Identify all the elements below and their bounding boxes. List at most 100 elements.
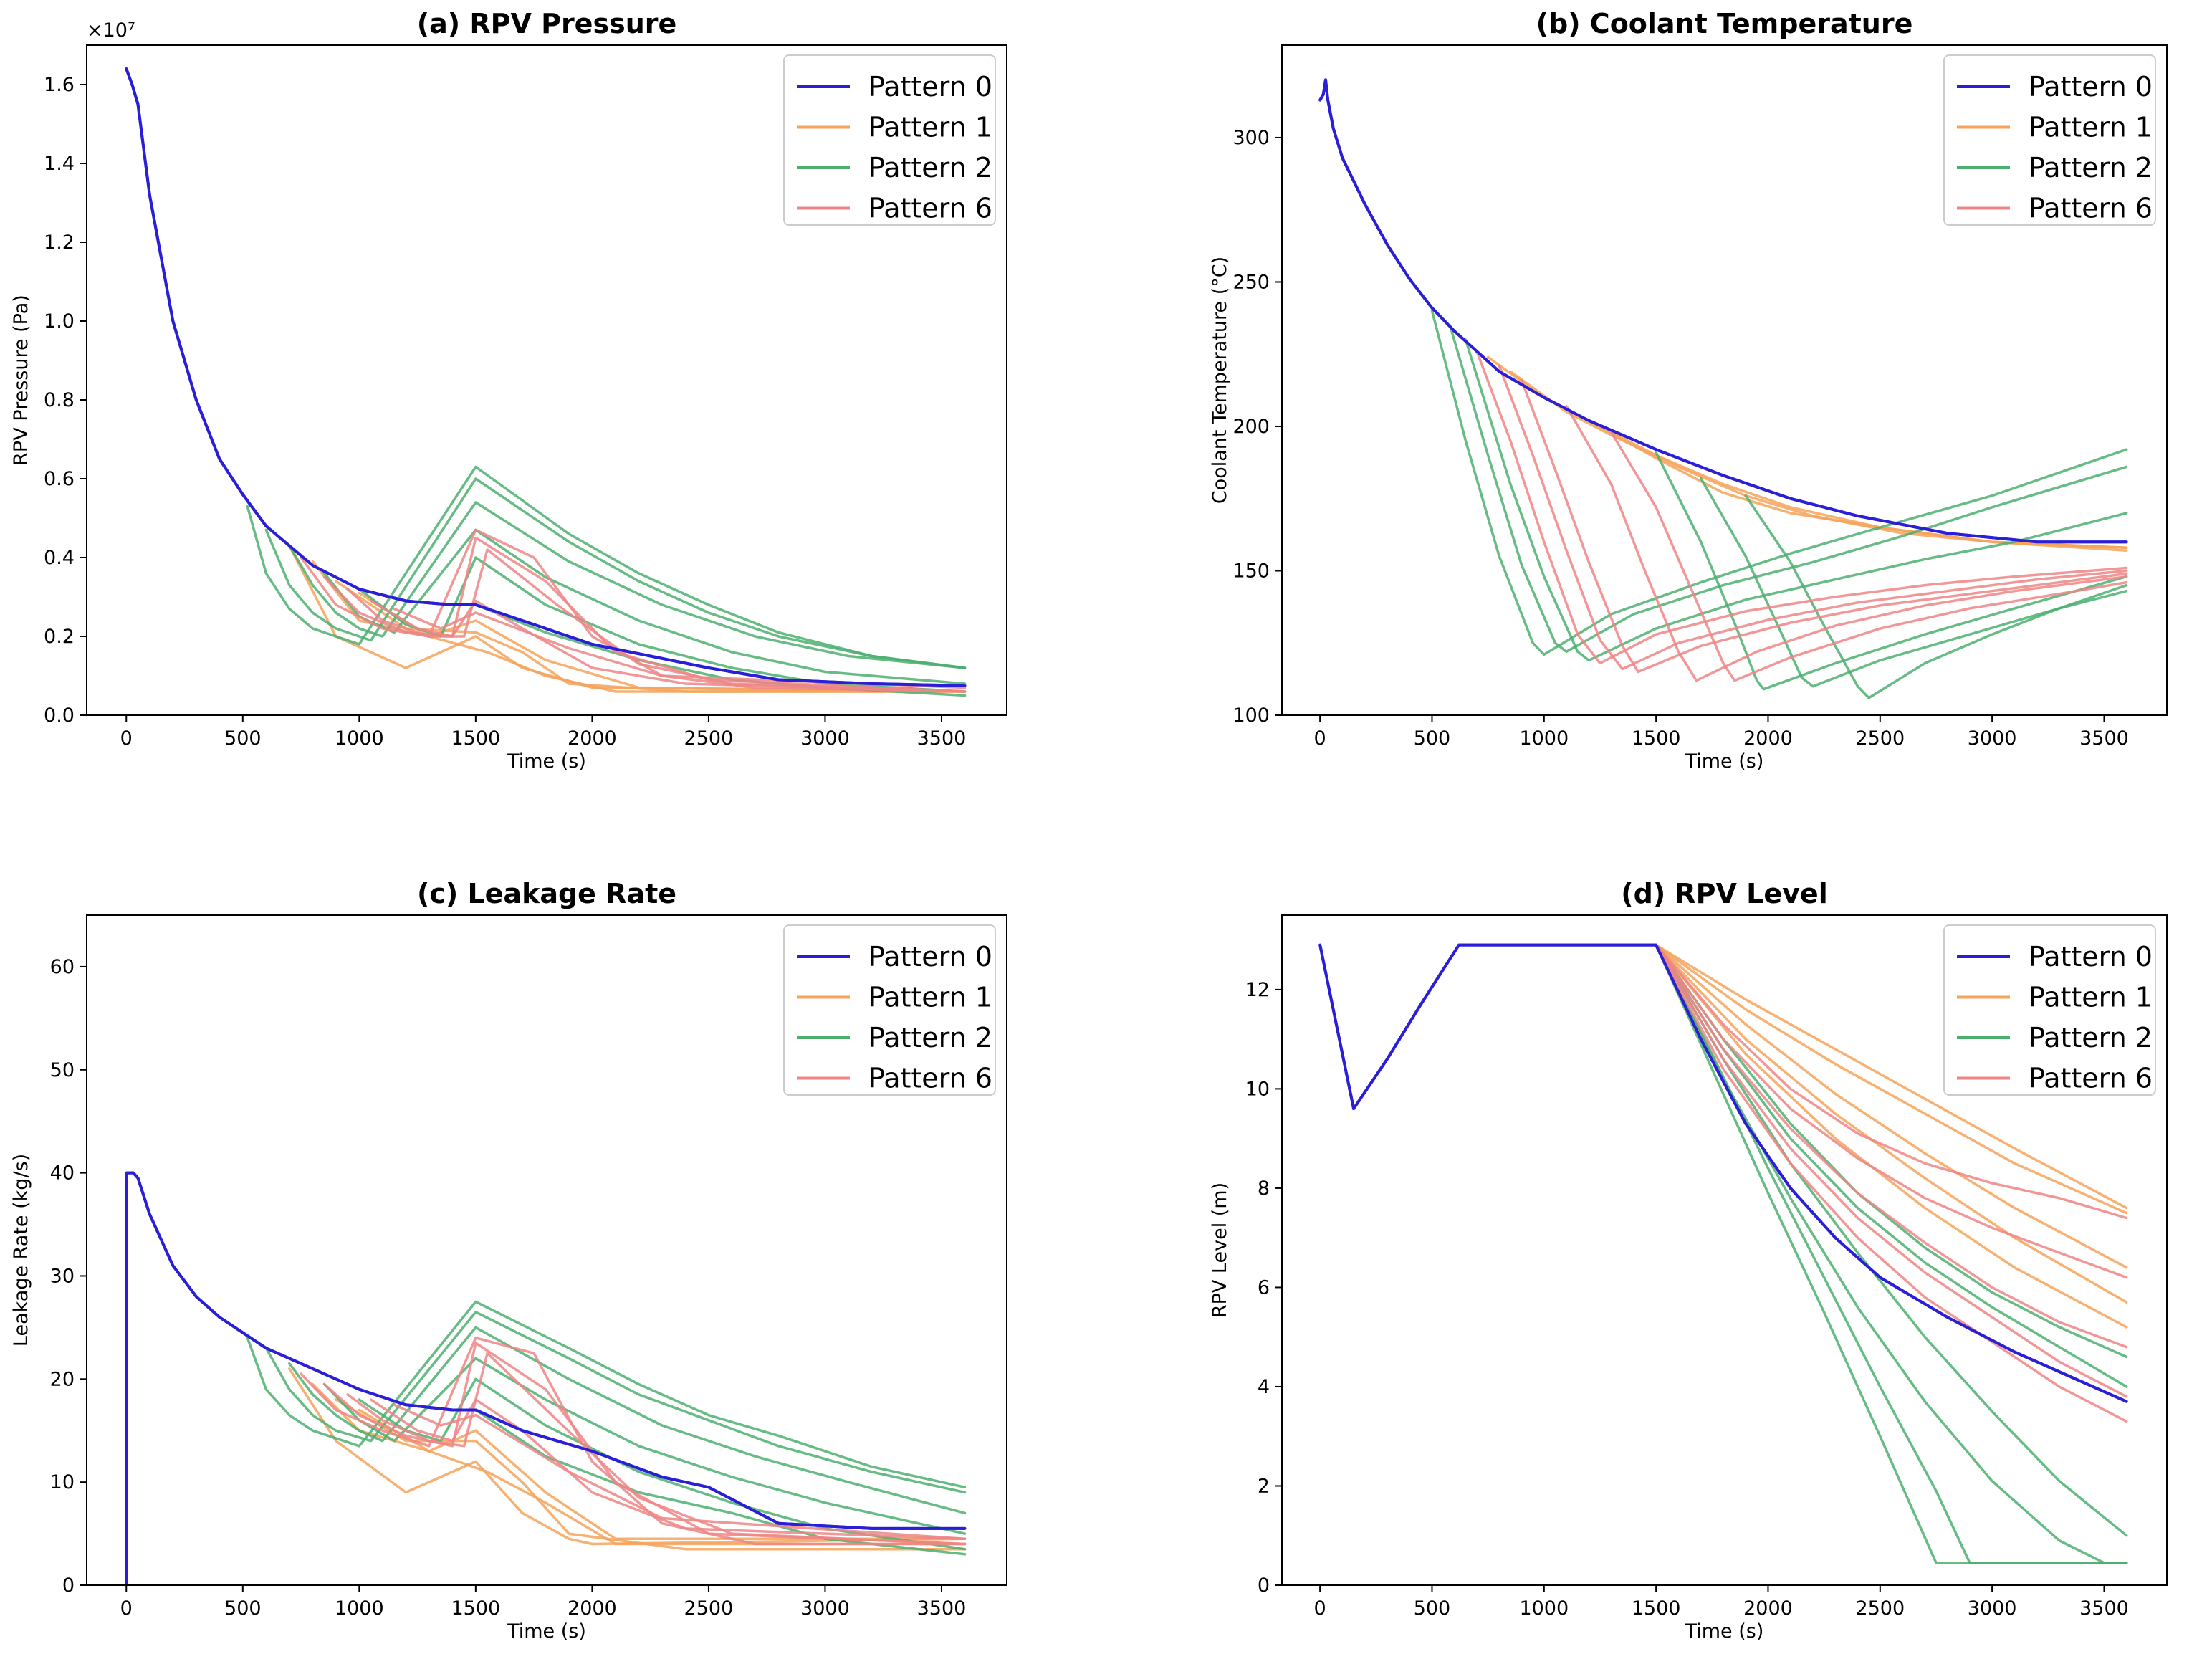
chart-panel-3: (d) RPV Level 0 500 1000 1500 2000 2500 3000 350…: [1209, 878, 2168, 1643]
series-line-pattern-1-3: [1655, 943, 2128, 1269]
x-tick-label: 2000: [568, 727, 617, 750]
legend-label-pattern-1: Pattern 1: [2029, 112, 2153, 143]
x-tick-label: 1000: [1519, 1597, 1569, 1620]
chart-panel-1: (b) Coolant Temperature 0 500 1000 1500 2000 2…: [1209, 8, 2168, 773]
series-line-pattern-6-14: [369, 1398, 967, 1541]
series-line-pattern-2-9: [358, 1377, 967, 1551]
series-line-pattern-1-3: [335, 1398, 967, 1551]
x-tick-label: 2000: [1743, 727, 1793, 750]
x-tick-label: 1000: [335, 727, 384, 750]
legend-label-pattern-2: Pattern 2: [2029, 152, 2153, 183]
series-line-pattern-2-7: [288, 501, 967, 669]
series-line-pattern-0-top: [125, 68, 965, 687]
legend-box: [1943, 54, 2156, 226]
y-tick-label: 1.4: [44, 153, 75, 175]
series-line-pattern-2-8: [1655, 943, 2128, 1564]
x-tick-label: 1500: [1632, 727, 1681, 750]
x-tick-label: 2500: [1855, 727, 1905, 750]
legend-label-pattern-2: Pattern 2: [2029, 1022, 2153, 1053]
y-tick-label: 2: [1258, 1475, 1270, 1497]
plot-frame: [86, 44, 1007, 716]
series-line-pattern-1-1: [288, 1367, 967, 1546]
x-tick-label: 0: [120, 1597, 133, 1620]
x-axis-label: Time (s): [1685, 1620, 1764, 1643]
series-line-pattern-6-14: [369, 599, 967, 693]
chart-title: (c) Leakage Rate: [417, 878, 676, 909]
series-line-pattern-2-6: [264, 1311, 967, 1494]
series-line-pattern-1-2: [1655, 943, 2128, 1215]
legend-label-pattern-0: Pattern 0: [868, 941, 992, 972]
series-line-pattern-6-13: [1655, 943, 2128, 1279]
series-line-pattern-0-top: [1318, 78, 2127, 544]
series-line-pattern-2-5: [1448, 324, 2128, 654]
y-tick-label: 0.6: [44, 468, 75, 490]
series-line-pattern-2-4: [1430, 310, 2128, 656]
legend-label-pattern-1: Pattern 1: [868, 112, 992, 143]
x-tick-label: 2000: [1743, 1597, 1793, 1620]
plot-frame: [86, 914, 1007, 1586]
x-axis-label: Time (s): [507, 750, 586, 773]
series-line-pattern-6-15: [393, 607, 967, 689]
y-tick-label: 0.0: [44, 704, 75, 727]
chart-title: (d) RPV Level: [1621, 878, 1827, 909]
series-line-pattern-0-top: [1318, 943, 2127, 1403]
y-tick-label: 10: [1245, 1078, 1270, 1100]
axis-offset-text: ×10⁷: [87, 19, 135, 42]
y-axis-label: RPV Pressure (Pa): [10, 295, 32, 466]
x-tick-label: 1000: [1519, 727, 1569, 750]
series-line-pattern-6-12: [1520, 378, 2128, 674]
y-axis-label: Coolant Temperature (°C): [1209, 257, 1231, 504]
series-group: [125, 1171, 967, 1585]
legend-label-pattern-1: Pattern 1: [2029, 982, 2153, 1013]
x-tick-label: 1500: [451, 1597, 500, 1620]
plot-frame: [1281, 914, 2168, 1586]
x-tick-label: 0: [1314, 1597, 1326, 1620]
legend-label-pattern-6: Pattern 6: [2029, 1063, 2153, 1094]
y-tick-label: 60: [50, 956, 75, 978]
legend: Pattern 0 Pattern 1 Pattern 2 Pattern 6: [783, 54, 996, 226]
x-axis-label: Time (s): [1685, 750, 1764, 773]
series-line-pattern-6-15: [393, 1403, 967, 1541]
legend-label-pattern-0: Pattern 0: [2029, 941, 2153, 972]
y-tick-label: 4: [1258, 1376, 1270, 1398]
legend-label-pattern-6: Pattern 6: [868, 1063, 992, 1094]
legend-label-pattern-6: Pattern 6: [2029, 193, 2153, 224]
y-tick-label: 6: [1258, 1276, 1270, 1299]
x-tick-label: 500: [1414, 727, 1451, 750]
y-tick-label: 10: [50, 1471, 75, 1493]
legend-label-pattern-0: Pattern 0: [868, 71, 992, 102]
series-line-pattern-2-8: [1699, 477, 2128, 688]
y-tick-label: 0.8: [44, 389, 75, 411]
series-line-pattern-6-16: [1655, 943, 2128, 1423]
series-line-pattern-6-14: [1655, 943, 2128, 1349]
x-tick-label: 2000: [568, 1597, 617, 1620]
legend: Pattern 0 Pattern 1 Pattern 2 Pattern 6: [1943, 54, 2156, 226]
series-group: [1318, 943, 2128, 1564]
series-line-pattern-2-6: [1464, 338, 2128, 662]
x-tick-label: 3000: [800, 1597, 850, 1620]
y-tick-label: 50: [50, 1059, 75, 1081]
series-group: [125, 67, 967, 697]
x-tick-label: 3000: [1968, 1597, 2017, 1620]
y-tick-label: 1.6: [44, 74, 75, 96]
x-tick-label: 500: [224, 727, 262, 750]
y-tick-label: 1.0: [44, 310, 75, 333]
series-line-pattern-6-12: [322, 1342, 967, 1546]
chart-title: (b) Coolant Temperature: [1536, 8, 1913, 39]
series-line-pattern-6-12: [1655, 943, 2128, 1220]
legend-label-pattern-1: Pattern 1: [868, 982, 992, 1013]
series-line-pattern-2-8: [322, 1357, 967, 1535]
y-tick-label: 0: [1258, 1574, 1270, 1597]
x-tick-label: 3000: [1968, 727, 2017, 750]
series-line-pattern-6-12: [322, 536, 967, 693]
y-tick-label: 1.2: [44, 231, 75, 254]
y-tick-label: 300: [1232, 127, 1270, 149]
y-tick-label: 0.4: [44, 547, 75, 569]
legend-box: [783, 924, 996, 1096]
series-line-pattern-2-6: [1655, 943, 2128, 1564]
y-tick-label: 40: [50, 1162, 75, 1185]
x-tick-label: 3500: [917, 727, 967, 750]
